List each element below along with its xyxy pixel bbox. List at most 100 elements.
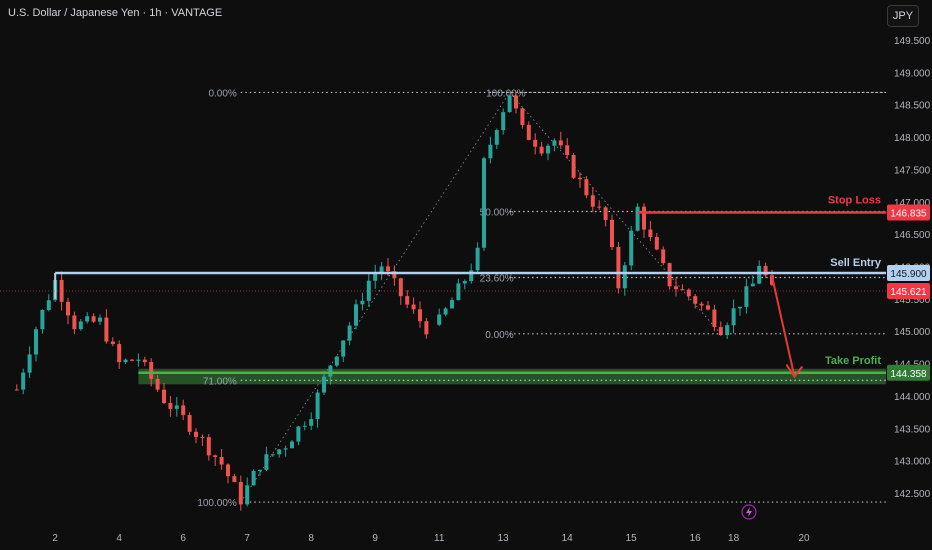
candle-body (469, 270, 474, 282)
candle-body (648, 229, 653, 237)
levels-layer: Stop Loss Sell Entry Take Profit (0, 194, 886, 379)
price-tick-label: 149.500 (894, 36, 931, 47)
price-tick-label: 148.000 (894, 133, 931, 144)
stop-loss-label: Stop Loss (828, 194, 881, 206)
candle-body (379, 266, 384, 274)
candle-body (296, 426, 301, 442)
candle-body (552, 140, 557, 146)
time-axis[interactable]: 2 4 6 7 8 9 11 13 14 15 16 18 20 (52, 533, 810, 544)
candle-body (251, 471, 256, 486)
candle-body (136, 359, 141, 361)
candle-body (98, 317, 102, 322)
candle-body (341, 340, 346, 357)
candle-body (373, 273, 378, 281)
candle-body (21, 372, 26, 390)
candle-body (283, 448, 288, 450)
candle-body (539, 146, 544, 154)
candle-body (366, 280, 371, 301)
candle-body (763, 265, 768, 276)
price-tick-label: 147.500 (894, 165, 931, 176)
stop-loss-badge: 146.835 (890, 208, 927, 219)
candle-body (328, 365, 333, 377)
candle-body (66, 301, 70, 316)
candle-body (411, 304, 416, 310)
price-tick-label: 144.000 (894, 392, 931, 403)
price-tick-label: 146.500 (894, 230, 931, 241)
currency-button[interactable]: JPY (887, 5, 919, 27)
candle-body (322, 376, 326, 393)
time-tick-label: 4 (116, 533, 122, 544)
symbol-title[interactable]: U.S. Dollar / Japanese Yen · 1h · VANTAG… (8, 7, 223, 19)
price-badges-layer: 146.835 145.900 145.621 144.358 (887, 204, 930, 381)
price-tick-label: 148.500 (894, 101, 931, 112)
take-profit-label: Take Profit (825, 355, 881, 367)
candle-body (507, 95, 512, 113)
candle-body (629, 230, 634, 266)
time-tick-label: 20 (798, 533, 810, 544)
candle-body (526, 124, 531, 140)
candle-body (149, 362, 154, 379)
candle-body (46, 300, 51, 310)
candle-body (610, 219, 614, 247)
candle-body (40, 309, 45, 330)
candle-body (360, 300, 365, 305)
candle-body (693, 296, 698, 304)
candle-body (494, 130, 499, 145)
time-tick-label: 14 (562, 533, 574, 544)
candle-body (258, 469, 262, 472)
fib1-trend-line (240, 92, 510, 503)
price-tick-label: 142.500 (894, 489, 931, 500)
candle-body (731, 308, 736, 326)
price-tick-label: 149.000 (894, 68, 931, 79)
candle-body (520, 108, 525, 125)
candle-body (674, 286, 678, 290)
candle-body (200, 436, 205, 438)
candle-body (437, 314, 442, 325)
projection-arrow-head (785, 363, 804, 379)
candle-body (155, 378, 160, 390)
candle-body (181, 405, 186, 416)
candle-body (354, 304, 358, 326)
time-tick-label: 8 (308, 533, 314, 544)
candle-body (91, 316, 96, 322)
fib2-level-label: 0.00% (485, 330, 513, 341)
candle-body (744, 286, 749, 307)
candle-body (302, 425, 307, 427)
candle-body (635, 206, 640, 231)
fib1-level-label: 100.00% (197, 498, 237, 509)
candle-body (315, 392, 320, 420)
candle-body (558, 140, 563, 146)
time-tick-label: 6 (180, 533, 186, 544)
candle-body (584, 179, 589, 196)
candle-body (450, 300, 454, 309)
candle-body (123, 359, 128, 363)
candle-body (488, 144, 493, 159)
candle-body (110, 341, 115, 345)
price-tick-label: 145.000 (894, 327, 931, 338)
candle-body (264, 454, 269, 470)
candle-body (757, 265, 762, 284)
candle-body (206, 437, 211, 456)
flash-icon[interactable] (741, 504, 757, 520)
candle-body (104, 317, 109, 342)
candle-body (290, 441, 294, 449)
price-tick-label: 145.500 (894, 295, 931, 306)
candle-body (699, 303, 704, 306)
candle-body (277, 449, 282, 455)
candle-body (238, 481, 243, 505)
fib-layer: 0.00% 71.00% 100.00% 100.00% 50.00% 23.60% 0.0… (197, 88, 886, 509)
candle-body (347, 325, 352, 341)
candle-body (226, 464, 230, 477)
candle-body (482, 158, 486, 248)
candle-body (213, 455, 218, 457)
current-price-badge: 145.621 (890, 287, 927, 298)
candle-body (334, 356, 339, 366)
candle-body (219, 456, 224, 465)
candle-body (456, 283, 461, 301)
candle-body (533, 139, 538, 147)
candle-body (738, 306, 742, 309)
candle-body (654, 236, 659, 250)
candle-body (725, 325, 730, 336)
take-profit-badge: 144.358 (890, 369, 927, 380)
